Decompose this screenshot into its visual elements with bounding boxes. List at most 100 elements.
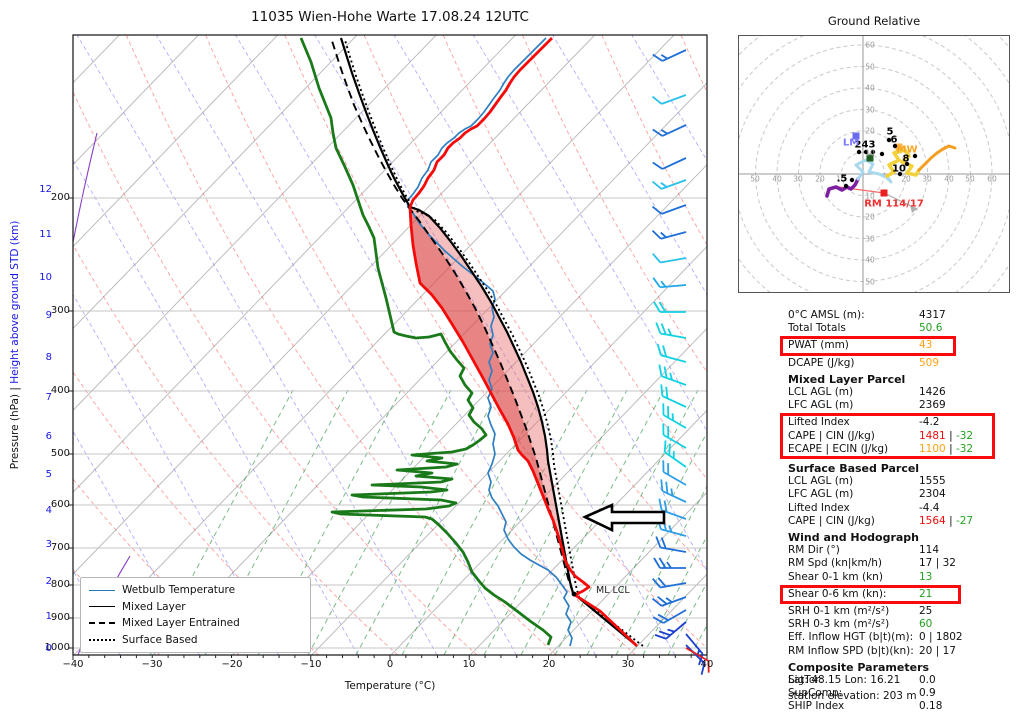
entrained-line-sample — [89, 622, 115, 625]
hodo-km-label: 10 — [892, 163, 906, 175]
parameter-label: 0°C AMSL (m): — [788, 309, 865, 321]
parameter-value-part: 1481 — [919, 429, 946, 442]
pressure-tick-label: 600 — [50, 499, 70, 510]
moist-adiabat-line — [631, 35, 707, 162]
barb-full-tick — [654, 634, 667, 640]
wind-barb — [651, 94, 687, 105]
barb-shaft — [662, 490, 687, 503]
parameter-value-part: 60 — [919, 618, 933, 631]
parameter-row: ECAPE | ECIN (J/kg) 1100 | -32 — [788, 443, 990, 456]
parameter-section-header: Surface Based Parcel — [788, 462, 920, 476]
mean-wind-arrowhead — [910, 205, 917, 213]
temperature-curve — [408, 37, 638, 648]
parameter-row: SRH 0-3 km (m²/s²) 60 — [788, 618, 1013, 631]
parameter-label: PWAT (mm) — [788, 339, 849, 352]
parameter-value-part: | — [945, 442, 956, 455]
parameter-label: RM Inflow SPD (b|t)(kn): — [788, 644, 914, 657]
x-tick-label: −20 — [221, 659, 243, 670]
parameter-label: Shear 0-1 km (kn) — [788, 570, 883, 583]
wind-barb — [660, 384, 687, 408]
hodo-ring-label: 50 — [865, 62, 875, 72]
x-tick-label: −10 — [300, 659, 322, 670]
parameter-value: 1426 — [919, 386, 946, 398]
barb-full-tick — [651, 180, 663, 190]
parameter-value: 43 — [919, 339, 932, 351]
wind-barb — [652, 577, 687, 589]
wind-barb — [651, 179, 687, 190]
barb-full-tick — [663, 366, 668, 379]
moist-adiabat-line — [73, 293, 279, 655]
station-elevation: station elevation: 203 m — [788, 690, 917, 702]
parameter-value-part: 43 — [919, 339, 933, 352]
moist-adiabat-line — [314, 35, 676, 655]
barb-shaft — [661, 204, 687, 215]
hodograph-height-dot — [904, 161, 910, 167]
barb-full-tick — [660, 479, 664, 492]
wind-barb — [651, 595, 687, 607]
hodo-ring-label: 40 — [772, 174, 782, 184]
barb-shaft — [661, 596, 687, 607]
parameter-row: Lifted Index -4.4 — [788, 502, 1013, 515]
hodograph-height-dot — [879, 151, 885, 157]
x-tick-label: −30 — [141, 659, 163, 670]
parameter-value-part: 114 — [919, 544, 940, 557]
parameter-row: LFC AGL (m) 2304 — [788, 488, 1013, 501]
barb-full-tick — [652, 578, 662, 589]
barb-full-tick — [660, 323, 667, 335]
barb-full-tick — [653, 557, 661, 569]
barb-shaft — [663, 414, 687, 429]
isotherm-line — [232, 163, 707, 655]
parameter-section-header: Wind and Hodograph — [788, 531, 920, 545]
barb-full-tick — [652, 253, 662, 264]
parameter-value: 1555 — [919, 475, 946, 487]
barb-shaft — [660, 354, 687, 363]
barb-shaft — [663, 609, 687, 624]
barb-half-tick — [671, 413, 674, 421]
barb-half-tick — [667, 628, 675, 633]
hodograph-height-dot — [863, 149, 869, 155]
hodo-km-label: 6 — [890, 134, 898, 146]
barb-shaft — [665, 621, 687, 640]
barb-full-tick — [660, 384, 664, 397]
parameter-row: SupComp: 0.9 — [788, 687, 1013, 700]
wind-barb — [662, 460, 687, 486]
barb-shaft — [663, 434, 687, 449]
wind-barb — [652, 609, 687, 624]
height-tick-label: 6 — [45, 431, 52, 442]
barb-shaft — [660, 582, 687, 589]
wind-barb — [651, 204, 687, 215]
parameter-label: SRH 0-1 km (m²/s²) — [788, 605, 890, 618]
hodo-ring-label: 20 — [815, 174, 825, 184]
hodo-ring-label: 10 — [865, 148, 875, 158]
parameter-row: Eff. Inflow HGT (b|t)(m): 0 | 1802 — [788, 631, 1013, 644]
isotherm-line — [73, 35, 596, 575]
ml-lcl-marker — [571, 591, 577, 597]
pressure-tick-label: 700 — [50, 542, 70, 553]
parameter-row: 0°C AMSL (m): 4317 — [788, 309, 1013, 322]
height-tick-label: 7 — [45, 392, 52, 403]
dry-adiabat-line — [601, 35, 707, 246]
barb-shaft — [685, 633, 704, 655]
dry-adiabat-line — [522, 35, 707, 373]
moist-adiabat-line — [393, 35, 707, 572]
parameter-label: DCAPE (J/kg) — [788, 356, 855, 369]
parameter-label: SRH 0-3 km (m²/s²) — [788, 618, 890, 631]
highlighted-parameter-box: Shear 0-6 km (kn): 21 — [780, 584, 961, 605]
highlighted-parameter-box: PWAT (mm) 43 — [780, 336, 956, 356]
parameter-label: LCL AGL (m) — [788, 386, 854, 399]
x-tick-label: −40 — [62, 659, 84, 670]
barb-full-tick — [658, 557, 667, 569]
x-tick-label: 0 — [386, 659, 394, 670]
barb-half-tick — [667, 328, 673, 336]
wind-barb — [660, 479, 687, 503]
parameter-value-part: 0.0 — [919, 674, 936, 687]
isotherm-line — [73, 35, 199, 166]
barb-full-tick — [651, 95, 663, 105]
parameter-label: CAPE | CIN (J/kg) — [788, 429, 875, 442]
parameter-section-header: Composite Parameters — [788, 660, 930, 674]
parameter-label: Lifted Index — [788, 416, 850, 429]
hodograph-height-dot — [897, 171, 903, 177]
wind-barb — [658, 364, 687, 386]
moist-adiabat-line — [552, 35, 707, 296]
page-title: 11035 Wien-Hohe Warte 17.08.24 12UTC — [251, 9, 529, 25]
